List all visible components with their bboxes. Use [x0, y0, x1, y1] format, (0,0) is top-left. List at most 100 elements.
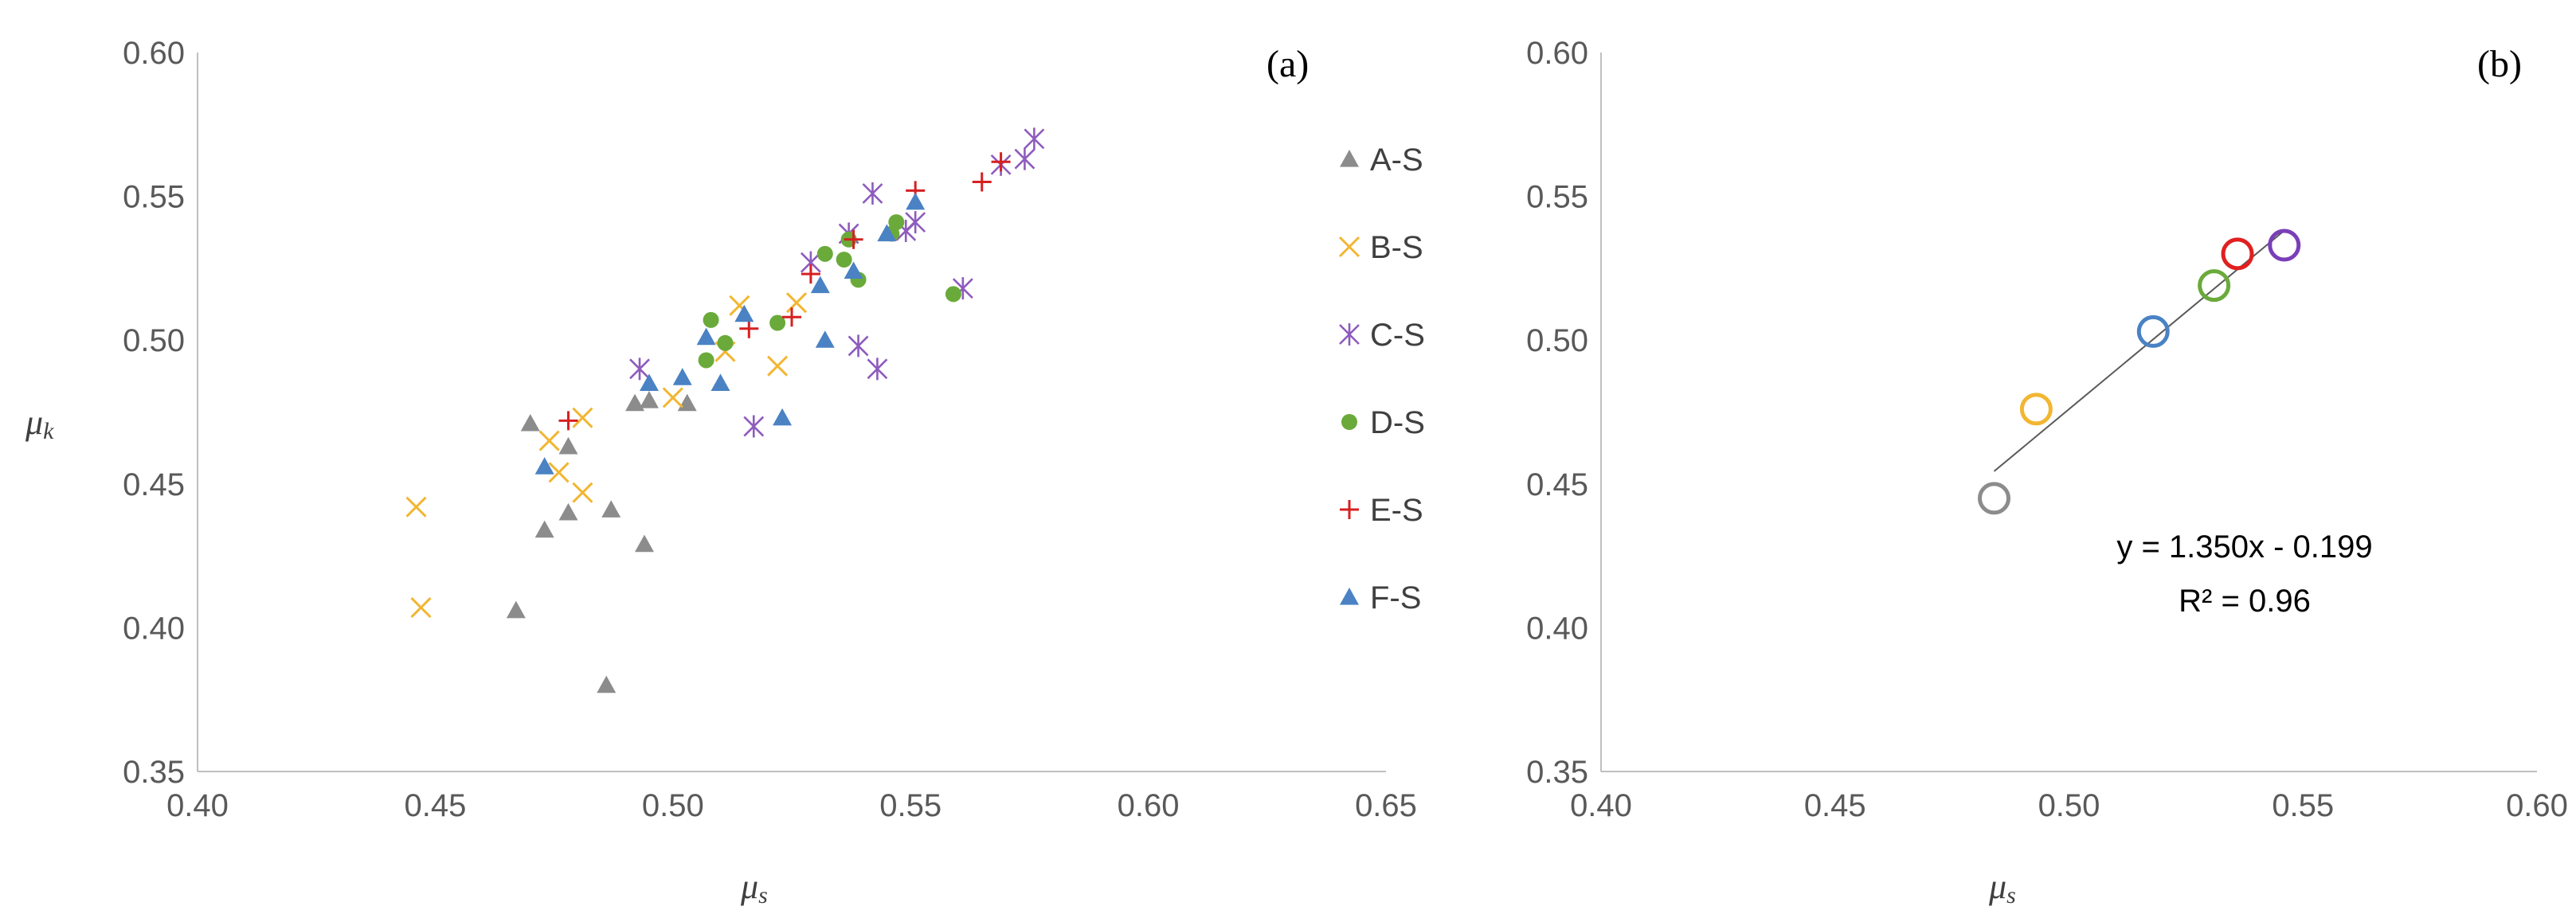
- data-point-c-s: [743, 415, 765, 438]
- x-tick-label: 0.45: [1804, 788, 1866, 823]
- panel-b-scatter-chart: 0.350.400.450.500.550.60 0.40 0.45 0.50 0.5…: [1526, 36, 2568, 908]
- data-point-b-s: [572, 407, 593, 428]
- data-point-d-s: [888, 214, 905, 231]
- y-tick-label: 0.60: [1526, 36, 1588, 71]
- panel-a-x-axis-title: μs: [740, 867, 768, 908]
- legend-marker: [1341, 414, 1357, 430]
- data-point-f-s: [534, 457, 554, 475]
- data-point-f-s: [696, 327, 716, 346]
- x-tick-label: 0.40: [1570, 788, 1632, 823]
- data-point-f-s: [711, 373, 730, 391]
- data-point-c-s: [629, 357, 650, 381]
- x-tick-label: 0.65: [1355, 788, 1417, 823]
- panel-b-axes: [1600, 53, 2537, 772]
- panel-b-label: (b): [2477, 43, 2522, 85]
- data-point-f-s: [844, 261, 863, 279]
- legend-marker: [1340, 588, 1359, 605]
- panel-a-label: (a): [1266, 43, 1309, 85]
- data-point-d-s: [816, 245, 833, 262]
- data-point-a-s: [558, 502, 578, 521]
- data-point-mean: [2019, 393, 2053, 426]
- trendline: [1993, 229, 2285, 472]
- data-point-d-s: [836, 252, 852, 268]
- data-point-b-s: [538, 430, 560, 451]
- y-tick-label: 0.40: [1526, 611, 1588, 646]
- panel-a-x-tick-labels: 0.40 0.45 0.50 0.55 0.60 0.65: [166, 788, 1417, 823]
- data-point-e-s: [972, 172, 992, 192]
- data-point-a-s: [639, 391, 659, 408]
- data-point-a-s: [558, 436, 578, 455]
- data-point-d-s: [698, 352, 714, 369]
- data-point-e-s: [844, 229, 863, 249]
- data-point-c-s: [1024, 127, 1045, 150]
- data-point-a-s: [634, 534, 654, 553]
- data-point-f-s: [639, 373, 659, 391]
- data-point-f-s: [877, 224, 897, 242]
- data-point-b-s: [572, 482, 593, 503]
- panel-a-scatter-chart: 0.350.400.450.500.550.60 0.40 0.45 0.50 0.5…: [25, 36, 1425, 908]
- data-point-c-s: [848, 334, 869, 357]
- legend-label: F-S: [1370, 580, 1421, 615]
- data-point-mean: [2198, 269, 2231, 303]
- legend-label: C-S: [1370, 318, 1425, 353]
- data-point-a-s: [625, 393, 645, 412]
- data-point-c-s: [905, 211, 926, 234]
- x-tick-label: 0.60: [1118, 788, 1180, 823]
- y-tick-label: 0.55: [123, 180, 185, 215]
- data-point-a-s: [601, 500, 621, 518]
- panel-a-legend: A-S B-S C-S D-S E-S F-S: [1338, 143, 1425, 615]
- data-point-f-s: [906, 192, 926, 210]
- y-tick-label: 0.55: [1526, 180, 1588, 215]
- x-tick-label: 0.50: [2038, 788, 2100, 823]
- data-point-b-s: [785, 292, 808, 314]
- data-point-a-s: [677, 393, 697, 412]
- trendline-equation: y = 1.350x - 0.199: [2116, 529, 2372, 564]
- data-point-f-s: [734, 304, 754, 322]
- legend-marker: [1339, 323, 1360, 346]
- x-tick-label: 0.40: [166, 788, 229, 823]
- legend-label: E-S: [1370, 493, 1423, 528]
- legend-marker: [1340, 500, 1359, 519]
- legend-marker: [1338, 236, 1360, 258]
- panel-b-x-tick-labels: 0.40 0.45 0.50 0.55 0.60: [1570, 788, 2568, 823]
- y-tick-label: 0.50: [1526, 323, 1588, 358]
- x-tick-label: 0.55: [2272, 788, 2334, 823]
- data-point-e-s: [782, 307, 801, 327]
- y-tick-label: 0.35: [123, 755, 185, 790]
- data-point-f-s: [672, 368, 692, 385]
- y-tick-label: 0.45: [123, 467, 185, 502]
- data-point-d-s: [769, 314, 786, 331]
- data-point-f-s: [810, 275, 830, 294]
- data-point-e-s: [739, 318, 759, 338]
- data-point-e-s: [991, 152, 1011, 172]
- panel-b-y-tick-labels: 0.35 0.40 0.45 0.50 0.55 0.60: [1526, 36, 1588, 790]
- panel-a-data-points: [405, 127, 1045, 693]
- legend-label: D-S: [1370, 405, 1425, 440]
- panel-b-trendline: [1993, 229, 2285, 472]
- data-point-mean: [2221, 237, 2254, 271]
- legend-label: B-S: [1370, 230, 1423, 265]
- data-point-b-s: [405, 496, 427, 518]
- panel-b-data-points: [1978, 229, 2301, 515]
- x-tick-label: 0.60: [2506, 788, 2568, 823]
- legend-label: A-S: [1370, 143, 1423, 178]
- panel-a-axes: [197, 53, 1386, 772]
- data-point-a-s: [506, 600, 526, 619]
- panel-a-y-tick-labels: 0.35 0.40 0.45 0.50 0.55 0.60: [123, 36, 185, 790]
- data-point-b-s: [548, 462, 570, 483]
- legend-marker: [1340, 150, 1359, 167]
- r-squared-label: R² = 0.96: [2179, 584, 2311, 619]
- data-point-d-s: [703, 311, 719, 328]
- panel-a-y-axis-title: μk: [25, 403, 54, 444]
- data-point-c-s: [862, 182, 883, 205]
- data-point-f-s: [773, 408, 793, 426]
- y-tick-label: 0.45: [1526, 467, 1588, 502]
- x-tick-label: 0.55: [879, 788, 942, 823]
- data-point-e-s: [801, 264, 820, 284]
- data-point-mean: [1978, 482, 2010, 515]
- data-point-c-s: [867, 357, 888, 381]
- x-tick-label: 0.50: [642, 788, 704, 823]
- y-tick-label: 0.35: [1526, 755, 1588, 790]
- data-point-b-s: [410, 597, 432, 619]
